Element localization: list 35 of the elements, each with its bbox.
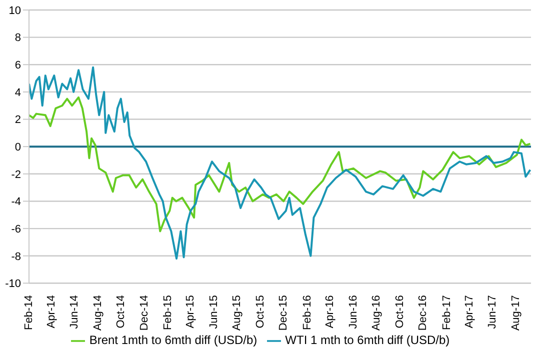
- y-tick-label: 4: [14, 86, 21, 99]
- x-tick-label: Dec-16: [417, 295, 430, 331]
- legend-label: Brent 1mth to 6mth diff (USD/b): [89, 333, 258, 348]
- x-tick-label: Aug-16: [370, 295, 383, 331]
- x-tick-label: Dec-14: [138, 295, 150, 331]
- y-tick-label: 2: [14, 114, 21, 126]
- y-tick-label: -2: [11, 168, 21, 181]
- y-tick-label: -4: [11, 196, 21, 208]
- x-tick-label: Feb-15: [162, 295, 174, 330]
- x-tick-label: Aug-17: [510, 295, 522, 331]
- y-tick-label: -8: [11, 250, 21, 263]
- y-tick-label: 0: [14, 141, 21, 154]
- legend-label: WTI 1 mth to 6mth diff (USD/b): [285, 333, 450, 348]
- x-tick-label: Oct-16: [394, 295, 406, 328]
- x-tick-label: Feb-16: [301, 295, 314, 330]
- x-tick-label: Aug-14: [92, 295, 104, 331]
- x-tick-label: Oct-15: [254, 295, 266, 328]
- x-tick-label: Jun-17: [486, 295, 498, 329]
- x-tick-label: Jun-14: [68, 295, 81, 329]
- x-tick-label: Aug-15: [231, 295, 244, 331]
- x-tick-label: Apr-15: [184, 295, 197, 328]
- x-tick-label: Apr-16: [324, 295, 336, 328]
- x-tick-label: Dec-15: [278, 295, 290, 331]
- y-tick-label: -6: [11, 223, 21, 236]
- x-tick-label: Feb-14: [23, 295, 35, 330]
- x-tick-label: Jun-15: [208, 295, 220, 329]
- x-tick-label: Jun-16: [347, 295, 360, 329]
- x-tick-label: Feb-17: [440, 295, 453, 330]
- y-tick-label: 6: [14, 60, 21, 72]
- x-tick-label: Apr-17: [463, 295, 476, 328]
- x-tick-label: Oct-14: [115, 295, 128, 328]
- y-tick-label: -10: [5, 278, 21, 290]
- x-tick-label: Apr-14: [45, 295, 58, 328]
- y-tick-label: 8: [14, 32, 21, 44]
- y-tick-label: 10: [8, 4, 21, 17]
